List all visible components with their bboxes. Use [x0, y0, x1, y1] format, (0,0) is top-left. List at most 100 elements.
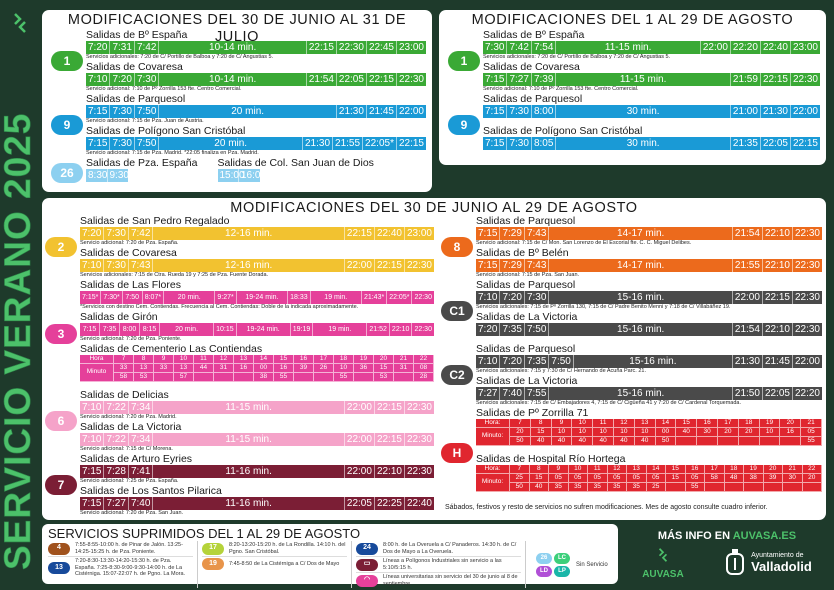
time-cell: 10:15 — [214, 323, 237, 336]
split-routes: Salidas de Pza. España 8:30 9:30 Salidas de… — [86, 157, 426, 189]
route-title: Salidas de Las Flores — [80, 279, 181, 291]
frequency-cell: 11-16 min. — [153, 465, 345, 478]
hour-cell: 10 — [174, 355, 194, 364]
time-row: 7:10 7:30 7:43 12-16 min. 22:00 22:15 22:30 — [80, 259, 434, 272]
frequency-cell: 11-16 min. — [153, 497, 345, 510]
time-cell: 7:30 — [525, 291, 550, 304]
badge-column: 9 — [48, 115, 86, 135]
badge-column: 1 — [445, 51, 483, 71]
hour-cell: 20 — [763, 465, 783, 474]
time-cell: 22:05 — [337, 73, 367, 86]
suppressed-text: 8:20-13:20-15:20 h. de La Rondilla. 14:1… — [229, 542, 346, 555]
minute-cell: 10 — [334, 364, 354, 373]
routes: Salidas de Pº Zorrilla 71 Hora: 7 8 9 10 11 12 1… — [476, 407, 822, 499]
routes: Salidas de Parquesol 7:15 7:30 7:50 20 min. 2… — [86, 93, 426, 157]
time-cell: 7:28 — [104, 465, 129, 478]
frequency-cell: 15-16 min. — [549, 291, 733, 304]
frequency-cell: 19 min. — [311, 291, 362, 304]
suppressed-text: 8:00 h. de La Overuela a C/ Panaderos. 1… — [383, 542, 517, 555]
time-cell: 22:30 — [794, 228, 820, 239]
minute-cell: 15 — [530, 428, 552, 437]
time-cell: 7:10 — [476, 355, 501, 368]
time-cell: 21:30 — [761, 105, 791, 118]
time-cell: 22:10 — [390, 323, 413, 336]
routes: Salidas de Bº España 7:30 7:42 7:54 11-15 mi… — [483, 29, 820, 93]
route-note: Servicio adicional: 7:15 de Pza. Madrid.… — [86, 150, 259, 156]
time-row: 7:15 7:35 8:00 8:15 20 min. 10:15 19-24 min. 19… — [80, 323, 434, 336]
route-note: Servicio adicional: 7:15 de C/ Mon. San … — [476, 240, 692, 246]
route-title: Salidas de Bº España — [483, 29, 585, 41]
time-cell: 22:00 — [345, 433, 375, 446]
minute-cell — [214, 373, 234, 382]
route-title: Salidas de Polígono San Cristóbal — [483, 125, 643, 137]
route-note: Servicio adicional: 7:10 de Pº Zorrilla … — [86, 86, 242, 92]
timetable-grid: Hora 7 8 9 10 11 12 13 14 15 16 17 18 19 20 21 22 Minuto 3… — [80, 355, 434, 382]
line-badge: LD — [536, 565, 552, 577]
line-group-7: 7 Salidas de Arturo Eyries 7:15 7:28 7:41 11-… — [42, 453, 434, 517]
line-badge: H — [441, 443, 473, 463]
line-group-2: 2 Salidas de San Pedro Regalado 7:20 7:30 7:… — [42, 215, 434, 279]
time-cell: 7:50 — [123, 291, 143, 304]
time-cell: 7:50 — [135, 105, 160, 118]
time-cell: 7:15 — [80, 497, 105, 510]
minute-cell — [759, 437, 781, 446]
minute-cell: 25 — [510, 474, 530, 483]
minute-cell: 10 — [634, 428, 656, 437]
hour-cell: 12 — [613, 419, 635, 428]
time-cell: 21:54 — [733, 323, 763, 336]
hour-cell: 20 — [780, 419, 802, 428]
route-note: Servicio adicional: 7:20 de Pza. San Jua… — [80, 510, 184, 516]
minute-cell — [354, 373, 374, 382]
minute-cell — [666, 483, 686, 492]
time-row: 7:15* 7:30* 7:50 8:07* 20 min. 9:27* 19-24 min… — [80, 291, 434, 304]
minute-cell: 10 — [572, 428, 594, 437]
time-cell: 9:27* — [215, 291, 237, 304]
hour-cell: 12 — [607, 465, 627, 474]
minute-cell — [783, 483, 803, 492]
route-note: Servicio adicional: 7:15 de Pza. San Jua… — [476, 272, 580, 278]
website-link[interactable]: AUVASA.ES — [732, 530, 797, 542]
suppressed-column: 4 7:55-8:55-10:00 h. de Pinar de Jalón. 1… — [48, 541, 198, 588]
suppressed-item: ◠ Líneas universitarias sin servicio del … — [356, 573, 521, 588]
time-cell: 21:54 — [733, 227, 763, 240]
hour-cell: 20 — [374, 355, 394, 364]
time-cell: 7:30 — [110, 137, 135, 150]
route-note: Servicio adicional: 7:20 de Pza. Ponient… — [80, 336, 182, 342]
frequency-cell: 20 min. — [160, 323, 215, 336]
line-group-6: 6 Salidas de Delicias 7:10 7:22 7:34 11-15 mi… — [42, 389, 434, 453]
time-cell: 22:20 — [794, 388, 820, 399]
hour-cell: 19 — [744, 465, 764, 474]
line-badge: 2 — [45, 237, 77, 257]
minute-cell: 05 — [588, 474, 608, 483]
time-cell: 7:10 — [86, 73, 111, 86]
time-row: 8:30 9:30 — [86, 169, 129, 182]
minute-cell: 20 — [717, 428, 739, 437]
line-group-9: 9 Salidas de Parquesol 7:15 7:30 7:50 20 min.… — [48, 93, 426, 157]
route-title: Salidas de Covaresa — [80, 247, 177, 259]
minute-cell — [676, 437, 698, 446]
frequency-cell: 20 min. — [164, 291, 216, 304]
hour-cell: 15 — [274, 355, 294, 364]
route-title: Salidas de Polígono San Cristóbal — [86, 125, 246, 137]
minute-cell — [234, 373, 254, 382]
time-cell: 22:30 — [794, 324, 820, 335]
auvasa-logo-icon — [658, 548, 668, 562]
route-note: Servicio adicional: 7:25 de Pza. España. — [80, 478, 179, 484]
time-cell: 7:39 — [532, 73, 557, 86]
time-cell: 22:40 — [406, 498, 432, 509]
time-row: 7:15 7:29 7:43 14-17 min. 21:55 22:10 22:30 — [476, 259, 822, 272]
minute-cell: 40 — [530, 437, 552, 446]
time-cell: 22:15 — [761, 73, 791, 86]
line-badge: LC — [554, 552, 570, 564]
minute-cell: 40 — [676, 428, 698, 437]
time-cell: 18:33 — [288, 291, 311, 304]
frequency-cell: 14-17 min. — [549, 259, 733, 272]
minute-cell: 20 — [738, 428, 760, 437]
routes: Salidas de Parquesol 7:15 7:29 7:43 14-17 mi… — [476, 215, 822, 279]
time-row: 7:27 7:40 7:55 15-16 min. 21:50 22:05 22:20 — [476, 387, 822, 400]
frequency-cell: 19 min. — [313, 323, 368, 336]
hour-cell: 18 — [738, 419, 760, 428]
badge-column: 26 — [48, 163, 86, 183]
route-note: Servicios adicionales: 7:15 de Ctra. Rue… — [80, 272, 269, 278]
timetable-grid: Hora: 7 8 9 10 11 12 13 14 15 16 17 18 19 20 21 22 Minuto… — [476, 465, 822, 492]
